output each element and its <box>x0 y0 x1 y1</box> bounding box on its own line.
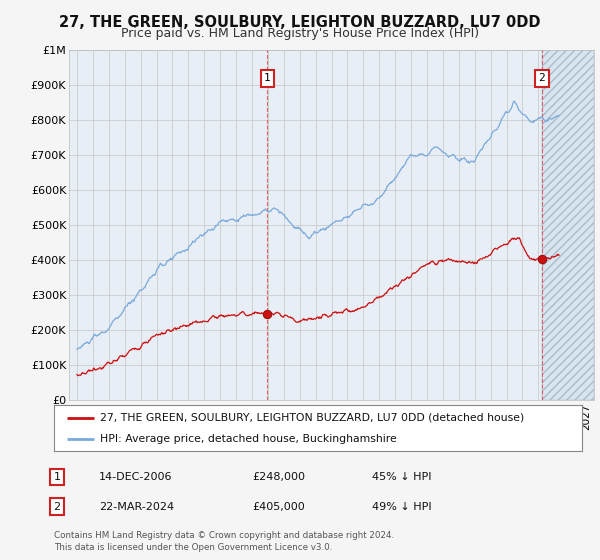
Text: 22-MAR-2024: 22-MAR-2024 <box>99 502 174 512</box>
Text: 27, THE GREEN, SOULBURY, LEIGHTON BUZZARD, LU7 0DD (detached house): 27, THE GREEN, SOULBURY, LEIGHTON BUZZAR… <box>100 413 525 423</box>
Text: 27, THE GREEN, SOULBURY, LEIGHTON BUZZARD, LU7 0DD: 27, THE GREEN, SOULBURY, LEIGHTON BUZZAR… <box>59 15 541 30</box>
Text: £248,000: £248,000 <box>252 472 305 482</box>
Text: 2: 2 <box>538 73 545 83</box>
Text: 49% ↓ HPI: 49% ↓ HPI <box>372 502 431 512</box>
Text: HPI: Average price, detached house, Buckinghamshire: HPI: Average price, detached house, Buck… <box>100 435 397 444</box>
Text: 45% ↓ HPI: 45% ↓ HPI <box>372 472 431 482</box>
Text: 2: 2 <box>53 502 61 512</box>
Text: Contains HM Land Registry data © Crown copyright and database right 2024.
This d: Contains HM Land Registry data © Crown c… <box>54 531 394 552</box>
Text: 14-DEC-2006: 14-DEC-2006 <box>99 472 173 482</box>
Text: 1: 1 <box>53 472 61 482</box>
Text: 1: 1 <box>264 73 271 83</box>
Text: £405,000: £405,000 <box>252 502 305 512</box>
Text: Price paid vs. HM Land Registry's House Price Index (HPI): Price paid vs. HM Land Registry's House … <box>121 27 479 40</box>
Bar <box>542 50 594 400</box>
